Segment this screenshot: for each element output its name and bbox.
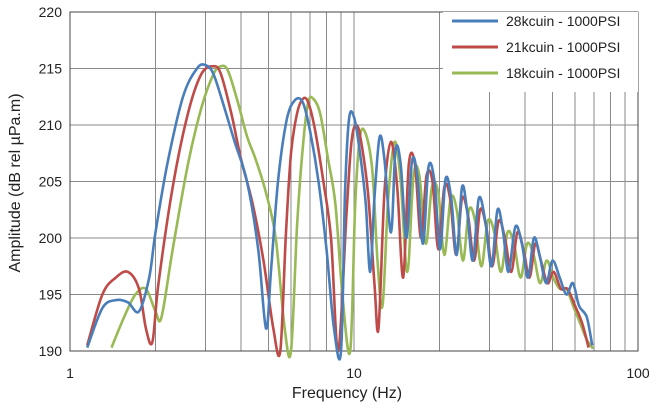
series-line-2 (110, 64, 595, 359)
legend: 28kcuin - 1000PSI 21kcuin - 1000PSI 18kcui… (443, 12, 638, 92)
y-tick-label: 205 (39, 174, 63, 190)
series-line-0 (85, 63, 594, 361)
legend-label: 18kcuin - 1000PSI (506, 65, 620, 81)
y-tick-label: 195 (39, 287, 63, 303)
x-tick-label: 10 (346, 365, 362, 381)
y-tick-label: 200 (39, 230, 63, 246)
x-tick-label: 100 (626, 365, 650, 381)
y-axis-title: Amplitude (dB rel µPa.m) (7, 93, 24, 272)
x-tick-labels: 1 10 100 (66, 365, 650, 381)
series-line-1 (85, 64, 590, 358)
plot-area-frame (69, 11, 639, 352)
y-tick-labels: 190 195 200 205 210 215 220 (39, 4, 63, 359)
y-tick-label: 215 (39, 61, 63, 77)
y-tick-label: 220 (39, 4, 63, 20)
y-tick-label: 190 (39, 343, 63, 359)
legend-background (443, 12, 638, 92)
legend-label: 21kcuin - 1000PSI (506, 39, 620, 55)
x-axis-title: Frequency (Hz) (292, 385, 402, 402)
series-layer (85, 63, 595, 361)
legend-label: 28kcuin - 1000PSI (506, 13, 620, 29)
y-tick-label: 210 (39, 117, 63, 133)
x-tick-label: 1 (66, 365, 74, 381)
